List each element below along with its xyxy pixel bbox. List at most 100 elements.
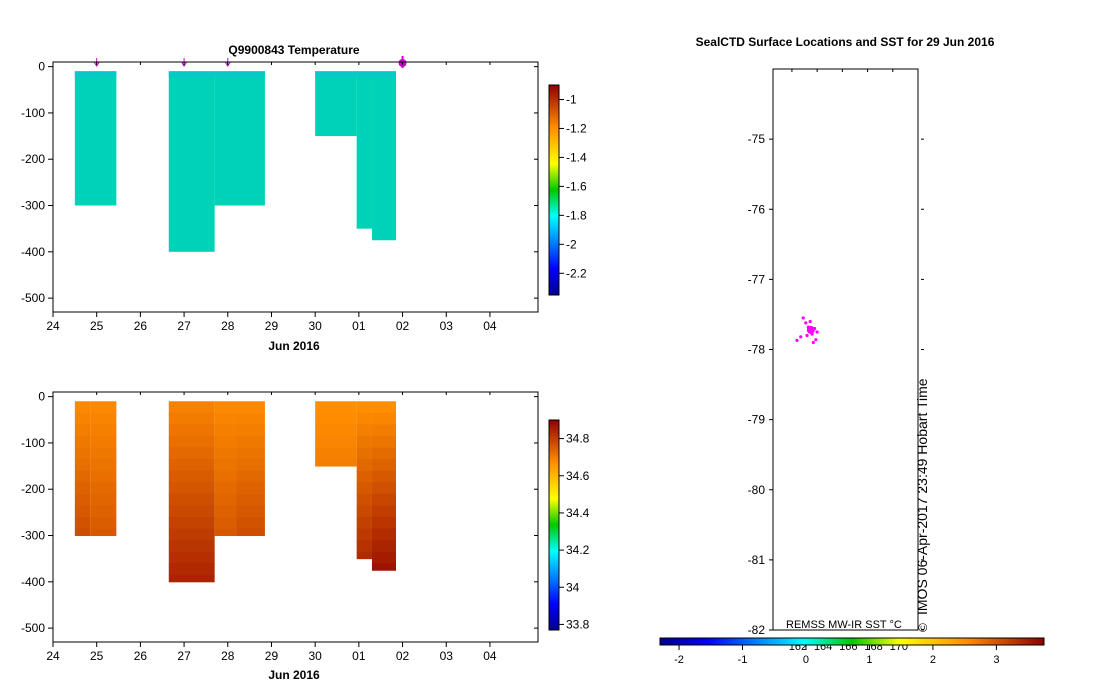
temperature-profile-cell (74, 71, 117, 206)
salinity-profile-cell (236, 528, 265, 537)
salinity-profile-cell (371, 470, 396, 483)
salinity-profile-cell (356, 412, 372, 425)
temperature-x-label: Jun 2016 (268, 339, 320, 353)
map-lat-label: -80 (748, 483, 766, 497)
salinity-profile-cell (356, 528, 372, 541)
temperature-y-axis: 0 -100 -200 -300 -400 -500 (21, 60, 538, 305)
salinity-profile-cell (356, 470, 372, 483)
t-y-tick-label: -200 (21, 152, 45, 166)
salinity-x-axis: 24 25 26 27 28 29 30 01 02 03 04 (46, 392, 497, 663)
temperature-colorbar-tick-label: -1.8 (566, 208, 587, 222)
temperature-profile-cell (356, 71, 372, 229)
salinity-colorbar-tick-label: 34.8 (566, 432, 590, 446)
salinity-profile-cell (315, 459, 357, 467)
salinity-profile-cell (315, 401, 357, 414)
salinity-y-axis: 0 -100 -200 -300 -400 -500 (21, 390, 538, 635)
salinity-profile-cell (168, 540, 215, 553)
salinity-profile-cell (74, 459, 91, 472)
t-x-tick-label: 29 (265, 319, 279, 333)
map-lat-label: -78 (748, 343, 766, 357)
surface-location-point (808, 319, 812, 324)
salinity-profile-cell (168, 482, 215, 495)
salinity-profile-cell (356, 424, 372, 437)
salinity-profile-cell (90, 470, 117, 483)
map-lat-label: -75 (748, 132, 766, 146)
salinity-profile-cell (371, 493, 396, 506)
salinity-profile-cell (214, 470, 237, 483)
map-top-ticks (791, 69, 894, 72)
t-y-tick-label: -500 (21, 291, 45, 305)
s-x-tick-label: 04 (483, 649, 497, 663)
salinity-profile-cell (214, 401, 237, 414)
t-y-tick-label: -300 (21, 199, 45, 213)
salinity-colorbar-ramp (548, 419, 560, 631)
salinity-profile-cell (90, 528, 117, 537)
salinity-profile-cell (214, 447, 237, 460)
salinity-colorbar-tick-label: 33.8 (566, 617, 590, 631)
salinity-profile-cell (371, 517, 396, 530)
salinity-profile-cell (90, 412, 117, 425)
map-lat-label: -79 (748, 413, 766, 427)
salinity-profile-cell (236, 459, 265, 472)
temperature-surface-layer (356, 71, 372, 78)
map-lat-axis: -75 -76 -77 -78 -79 -80 -81 -82 (748, 132, 924, 637)
salinity-profile-cell (168, 517, 215, 530)
salinity-profile-cell (74, 528, 91, 537)
salinity-profile-cell (74, 517, 91, 530)
temperature-surface-layer (214, 71, 265, 78)
imos-credit: IMOS 06-Apr-2017 23:49 Hobart Time (914, 378, 930, 615)
salinity-profile-cell (74, 435, 91, 449)
surface-location-point (815, 330, 819, 334)
salinity-profile-cell (236, 505, 265, 518)
salinity-profile-cell (371, 540, 396, 553)
s-x-tick-label: 25 (90, 649, 104, 663)
salinity-profile-cell (356, 435, 372, 449)
sst-colorbar-tick-label: 1 (866, 654, 872, 666)
sst-colorbar-label: REMSS MW-IR SST °C (786, 619, 902, 631)
salinity-profile-cell (168, 401, 215, 414)
temperature-colorbar-tick-label: -1.4 (566, 150, 587, 164)
salinity-profile-cell (74, 447, 91, 460)
temperature-profile-cell (214, 71, 265, 206)
salinity-profile-cell (90, 482, 117, 495)
current-surface-location (806, 325, 815, 334)
salinity-profile-cell (214, 517, 237, 530)
salinity-profile-cell (356, 505, 372, 518)
temperature-title: Q9900843 Temperature (228, 43, 360, 57)
salinity-profile-cell (371, 412, 396, 425)
salinity-profile-cell (74, 470, 91, 483)
temperature-panel: Q9900843 Temperature 24 25 26 27 28 29 30 01 02 0… (21, 43, 587, 353)
t-x-tick-label: 28 (221, 319, 235, 333)
profile-marker-head (181, 61, 188, 67)
sst-colorbar-tick-label: 2 (930, 654, 936, 666)
salinity-profile-cell (356, 517, 372, 530)
surface-location-point (799, 335, 803, 339)
s-x-tick-label: 24 (46, 649, 60, 663)
salinity-profile-cell (236, 401, 265, 414)
salinity-profile-cell (371, 482, 396, 495)
t-x-tick-label: 24 (46, 319, 60, 333)
temperature-x-axis: 24 25 26 27 28 29 30 01 02 03 04 (46, 62, 497, 333)
sst-colorbar-tick-label: -2 (674, 654, 684, 666)
temperature-colorbar-tick-label: -2.2 (566, 266, 587, 280)
salinity-profile-cell (74, 412, 91, 425)
salinity-profile-cell (214, 412, 237, 425)
salinity-profile-cell (168, 574, 215, 583)
salinity-profile-cell (315, 424, 357, 437)
s-x-tick-label: 01 (352, 649, 366, 663)
temperature-surface-layer (74, 71, 117, 78)
t-y-tick-label: -400 (21, 245, 45, 259)
s-x-tick-label: 03 (440, 649, 454, 663)
t-x-tick-label: 30 (308, 319, 322, 333)
salinity-profile-cell (90, 401, 117, 414)
salinity-profile-cell (74, 505, 91, 518)
s-x-tick-label: 02 (396, 649, 410, 663)
surface-location-point (814, 338, 818, 342)
s-x-tick-label: 27 (177, 649, 191, 663)
salinity-profile-cell (356, 551, 372, 560)
salinity-profile-cell (168, 505, 215, 518)
map-frame (772, 68, 919, 631)
salinity-profile-cell (356, 540, 372, 553)
salinity-profile-cell (371, 563, 396, 571)
